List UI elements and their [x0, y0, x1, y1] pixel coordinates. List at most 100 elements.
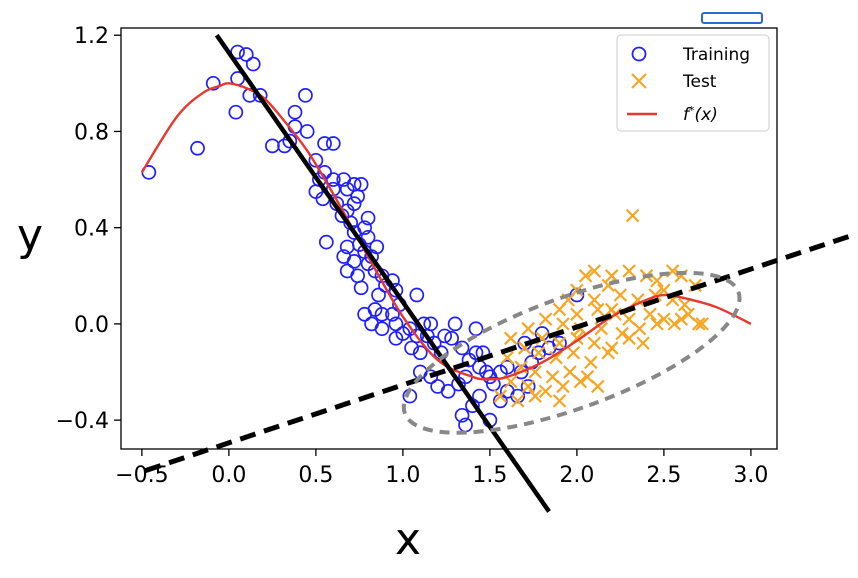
y-tick-label: 1.2 — [74, 24, 109, 49]
training-point — [552, 335, 567, 351]
test-point — [615, 326, 629, 341]
training-point — [510, 388, 526, 404]
training-point — [350, 189, 365, 204]
test-point — [578, 269, 593, 283]
test-point — [563, 365, 577, 379]
training-point — [451, 376, 466, 392]
y-tick-label: 0.0 — [74, 313, 109, 338]
test-point — [594, 321, 609, 336]
training-point — [472, 388, 487, 404]
test-point — [587, 293, 602, 307]
training-point — [228, 104, 244, 120]
training-point — [371, 287, 386, 303]
test-point — [601, 345, 615, 360]
x-tick-label: 3.0 — [733, 463, 768, 488]
test-point — [556, 317, 570, 331]
test-point — [538, 312, 553, 326]
test-point — [570, 307, 584, 322]
gray-dashed-ellipse — [401, 270, 742, 435]
test-point — [573, 374, 588, 389]
training-point — [534, 326, 550, 341]
legend-test-marker — [631, 73, 647, 89]
training-point — [486, 376, 501, 392]
legend-training-label: Training — [682, 45, 750, 65]
fstar-curve — [140, 82, 752, 381]
training-point — [444, 330, 459, 346]
x-tick-label: 0.0 — [211, 463, 246, 488]
x-tick-label: 2.0 — [559, 463, 594, 488]
training-point — [357, 306, 372, 322]
test-point — [636, 336, 650, 350]
training-point — [360, 210, 376, 226]
training-point — [317, 136, 332, 151]
test-point — [650, 273, 664, 288]
test-point — [604, 269, 619, 283]
training-point — [298, 88, 313, 103]
test-point — [510, 394, 525, 408]
training-point — [513, 364, 529, 380]
test-point — [681, 307, 696, 322]
training-point — [318, 234, 334, 250]
test-point — [590, 379, 605, 394]
training-point — [385, 306, 400, 322]
training-point — [336, 249, 352, 264]
training-point — [238, 47, 254, 62]
training-point — [353, 280, 369, 296]
training-point — [520, 379, 536, 394]
y-tick-label: −0.4 — [56, 409, 109, 434]
test-point — [587, 264, 602, 278]
legend-training-marker — [631, 46, 647, 62]
test-point — [552, 394, 567, 408]
training-point — [374, 306, 390, 322]
test-point — [677, 297, 692, 312]
corner-decoration — [701, 12, 763, 24]
training-point — [325, 136, 341, 151]
x-tick-label: 0.5 — [298, 463, 333, 488]
test-point — [674, 312, 689, 326]
test-point — [667, 317, 682, 331]
test-point — [552, 336, 567, 350]
training-point — [339, 239, 355, 255]
test-point — [622, 264, 636, 278]
training-point — [369, 239, 385, 255]
test-point — [590, 302, 605, 317]
test-point — [643, 307, 657, 322]
x-tick-label: 2.5 — [646, 463, 681, 488]
training-point — [388, 330, 404, 346]
plot-frame — [120, 27, 778, 450]
training-point — [447, 316, 463, 332]
test-point — [657, 312, 671, 326]
training-point — [190, 140, 205, 156]
training-point — [287, 104, 303, 120]
training-point — [205, 75, 221, 91]
training-point — [409, 328, 425, 344]
x-tick-label: −0.5 — [115, 463, 168, 488]
training-point — [499, 359, 515, 375]
training-point — [299, 124, 315, 139]
training-point — [282, 133, 298, 149]
training-point — [374, 321, 390, 337]
test-point — [587, 336, 602, 350]
test-point — [528, 389, 542, 403]
test-point — [531, 345, 546, 360]
training-point — [404, 340, 419, 356]
y-axis-label: y — [17, 210, 43, 261]
training-point — [346, 225, 362, 240]
test-point — [631, 293, 645, 307]
training-point — [308, 152, 324, 168]
test-point — [622, 331, 636, 346]
test-point — [545, 370, 560, 384]
training-point — [388, 282, 404, 298]
test-point — [691, 317, 706, 331]
test-point — [695, 317, 709, 331]
x-tick-label: 1.5 — [472, 463, 507, 488]
test-point — [566, 345, 581, 360]
x-axis-label: x — [395, 514, 421, 565]
test-point — [580, 370, 595, 384]
training-point — [325, 172, 341, 187]
legend-box — [616, 34, 770, 132]
training-point — [412, 345, 428, 361]
test-point — [625, 208, 640, 223]
training-point — [346, 196, 362, 211]
